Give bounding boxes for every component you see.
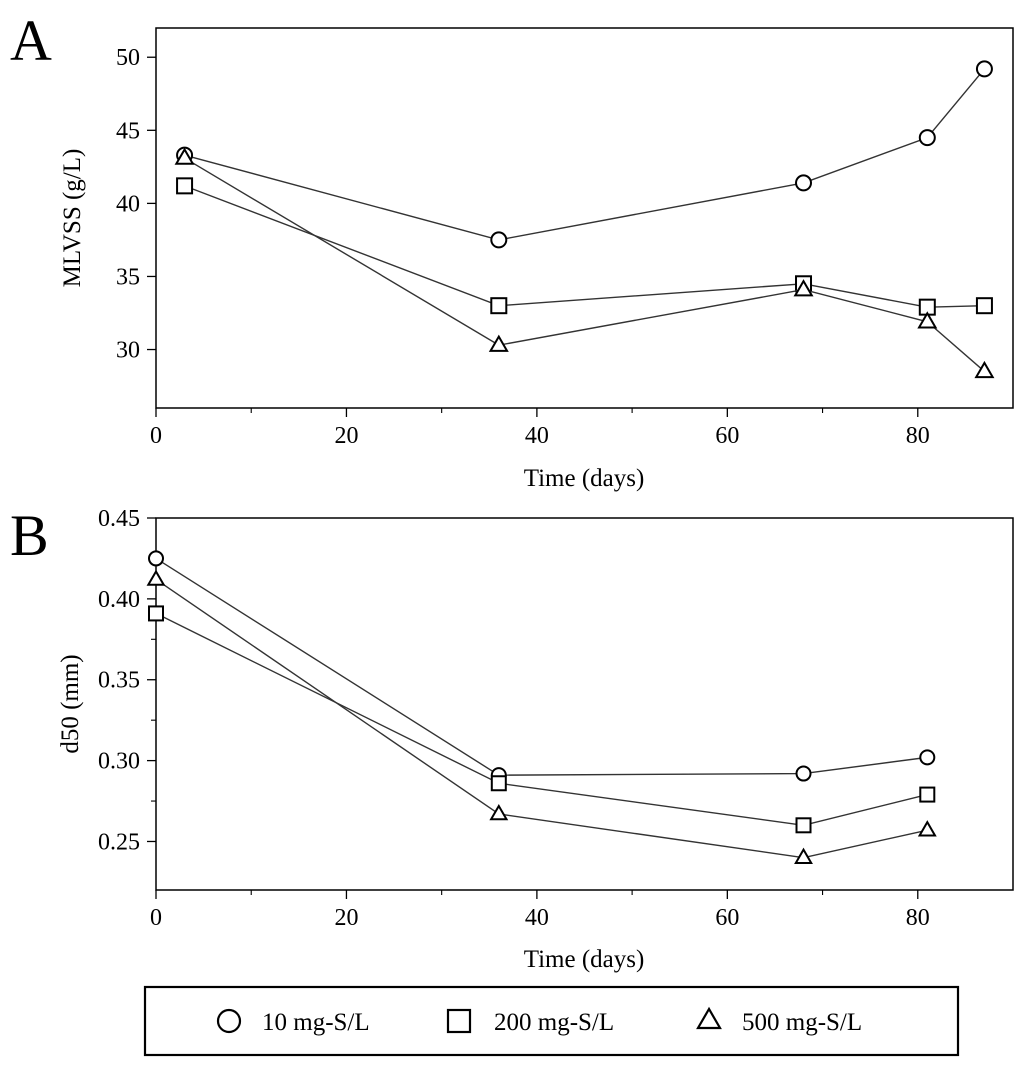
- series-line-500-mg-s-l: [184, 157, 985, 372]
- data-point-10-mg-s-l: [919, 749, 936, 766]
- data-point-10-mg-s-l: [490, 231, 508, 249]
- legend-label-500-mg-s-l: 500 mg-S/L: [742, 1009, 862, 1036]
- series-line-10-mg-s-l: [184, 68, 985, 241]
- data-point-10-mg-s-l: [795, 174, 813, 192]
- x-tick-label: 60: [715, 423, 739, 449]
- y-tick-label: 50: [116, 45, 140, 71]
- data-point-200-mg-s-l: [795, 817, 812, 834]
- series-line-500-mg-s-l: [155, 578, 928, 859]
- data-point-500-mg-s-l: [174, 147, 195, 165]
- data-point-500-mg-s-l: [794, 847, 813, 864]
- data-point-10-mg-s-l: [795, 765, 812, 782]
- panel-b-y-axis-label: d50 (mm): [57, 654, 84, 753]
- panel-b-series: [146, 550, 937, 864]
- legend: 10 mg-S/L 200 mg-S/L 500 mg-S/L: [143, 985, 960, 1057]
- legend-label-200-mg-s-l: 200 mg-S/L: [494, 1009, 614, 1036]
- data-point-200-mg-s-l: [919, 786, 936, 803]
- legend-marker-200-mg-s-l: [446, 1008, 472, 1034]
- data-point-200-mg-s-l: [975, 297, 993, 315]
- data-point-500-mg-s-l: [974, 360, 995, 379]
- data-point-10-mg-s-l: [975, 60, 993, 78]
- y-tick-label: 0.35: [98, 668, 140, 694]
- data-point-200-mg-s-l: [176, 177, 194, 195]
- legend-marker-500-mg-s-l: [696, 1006, 722, 1030]
- data-point-200-mg-s-l: [148, 605, 164, 622]
- panel-a-frame: [155, 27, 1014, 409]
- data-point-500-mg-s-l: [917, 820, 937, 837]
- y-tick-label: 30: [116, 338, 140, 364]
- x-tick-label: 60: [715, 905, 739, 931]
- y-tick-label: 35: [116, 264, 140, 290]
- data-point-200-mg-s-l: [490, 297, 508, 315]
- panel-b-x-axis-label: Time (days): [524, 946, 645, 973]
- y-tick-label: 0.25: [98, 829, 140, 855]
- data-point-10-mg-s-l: [918, 129, 936, 147]
- data-point-200-mg-s-l: [490, 775, 507, 792]
- data-point-500-mg-s-l: [917, 311, 938, 329]
- data-point-500-mg-s-l: [489, 804, 509, 821]
- x-tick-label: 0: [150, 905, 162, 931]
- data-point-500-mg-s-l: [488, 334, 509, 352]
- panel-a-letter: A: [10, 8, 52, 73]
- legend-label-10-mg-s-l: 10 mg-S/L: [262, 1009, 370, 1036]
- y-tick-label: 40: [116, 191, 140, 217]
- panel-b: B 0 20 40 60 80 0.25 0.30 0.35 0.40 0.45 Time (da…: [10, 503, 1014, 973]
- panel-a-x-axis-label: Time (days): [524, 465, 645, 492]
- x-tick-label: 0: [150, 423, 162, 449]
- x-tick-label: 80: [906, 905, 930, 931]
- legend-frame: [143, 985, 960, 1057]
- panel-a-y-axis-label: MLVSS (g/L): [59, 149, 86, 288]
- panel-b-ticks: 0 20 40 60 80 0.25 0.30 0.35 0.40 0.45: [98, 506, 930, 931]
- y-tick-label: 0.45: [98, 506, 140, 532]
- x-tick-label: 20: [334, 423, 358, 449]
- x-tick-label: 40: [525, 423, 549, 449]
- series-line-10-mg-s-l: [155, 557, 928, 776]
- legend-items: 10 mg-S/L 200 mg-S/L 500 mg-S/L: [216, 1006, 862, 1036]
- y-tick-label: 0.30: [98, 749, 140, 775]
- panel-a-ticks: 0 20 40 60 80 30 35 40 45 50: [116, 45, 930, 449]
- legend-marker-10-mg-s-l: [216, 1008, 242, 1034]
- data-point-500-mg-s-l: [793, 279, 814, 297]
- panel-a: A 0 20 40 60 80 30 35 40 45 50 Time (days) MLVSS …: [10, 8, 1014, 492]
- x-tick-label: 20: [334, 905, 358, 931]
- panel-b-letter: B: [10, 503, 49, 568]
- panel-a-series: [174, 60, 995, 379]
- data-point-500-mg-s-l: [146, 569, 166, 586]
- y-tick-label: 0.40: [98, 587, 140, 613]
- series-line-200-mg-s-l: [184, 185, 985, 308]
- series-line-200-mg-s-l: [155, 612, 928, 827]
- x-tick-label: 40: [525, 905, 549, 931]
- y-tick-label: 45: [116, 118, 140, 144]
- data-point-10-mg-s-l: [148, 550, 164, 567]
- x-tick-label: 80: [906, 423, 930, 449]
- panel-b-frame: [155, 517, 1014, 891]
